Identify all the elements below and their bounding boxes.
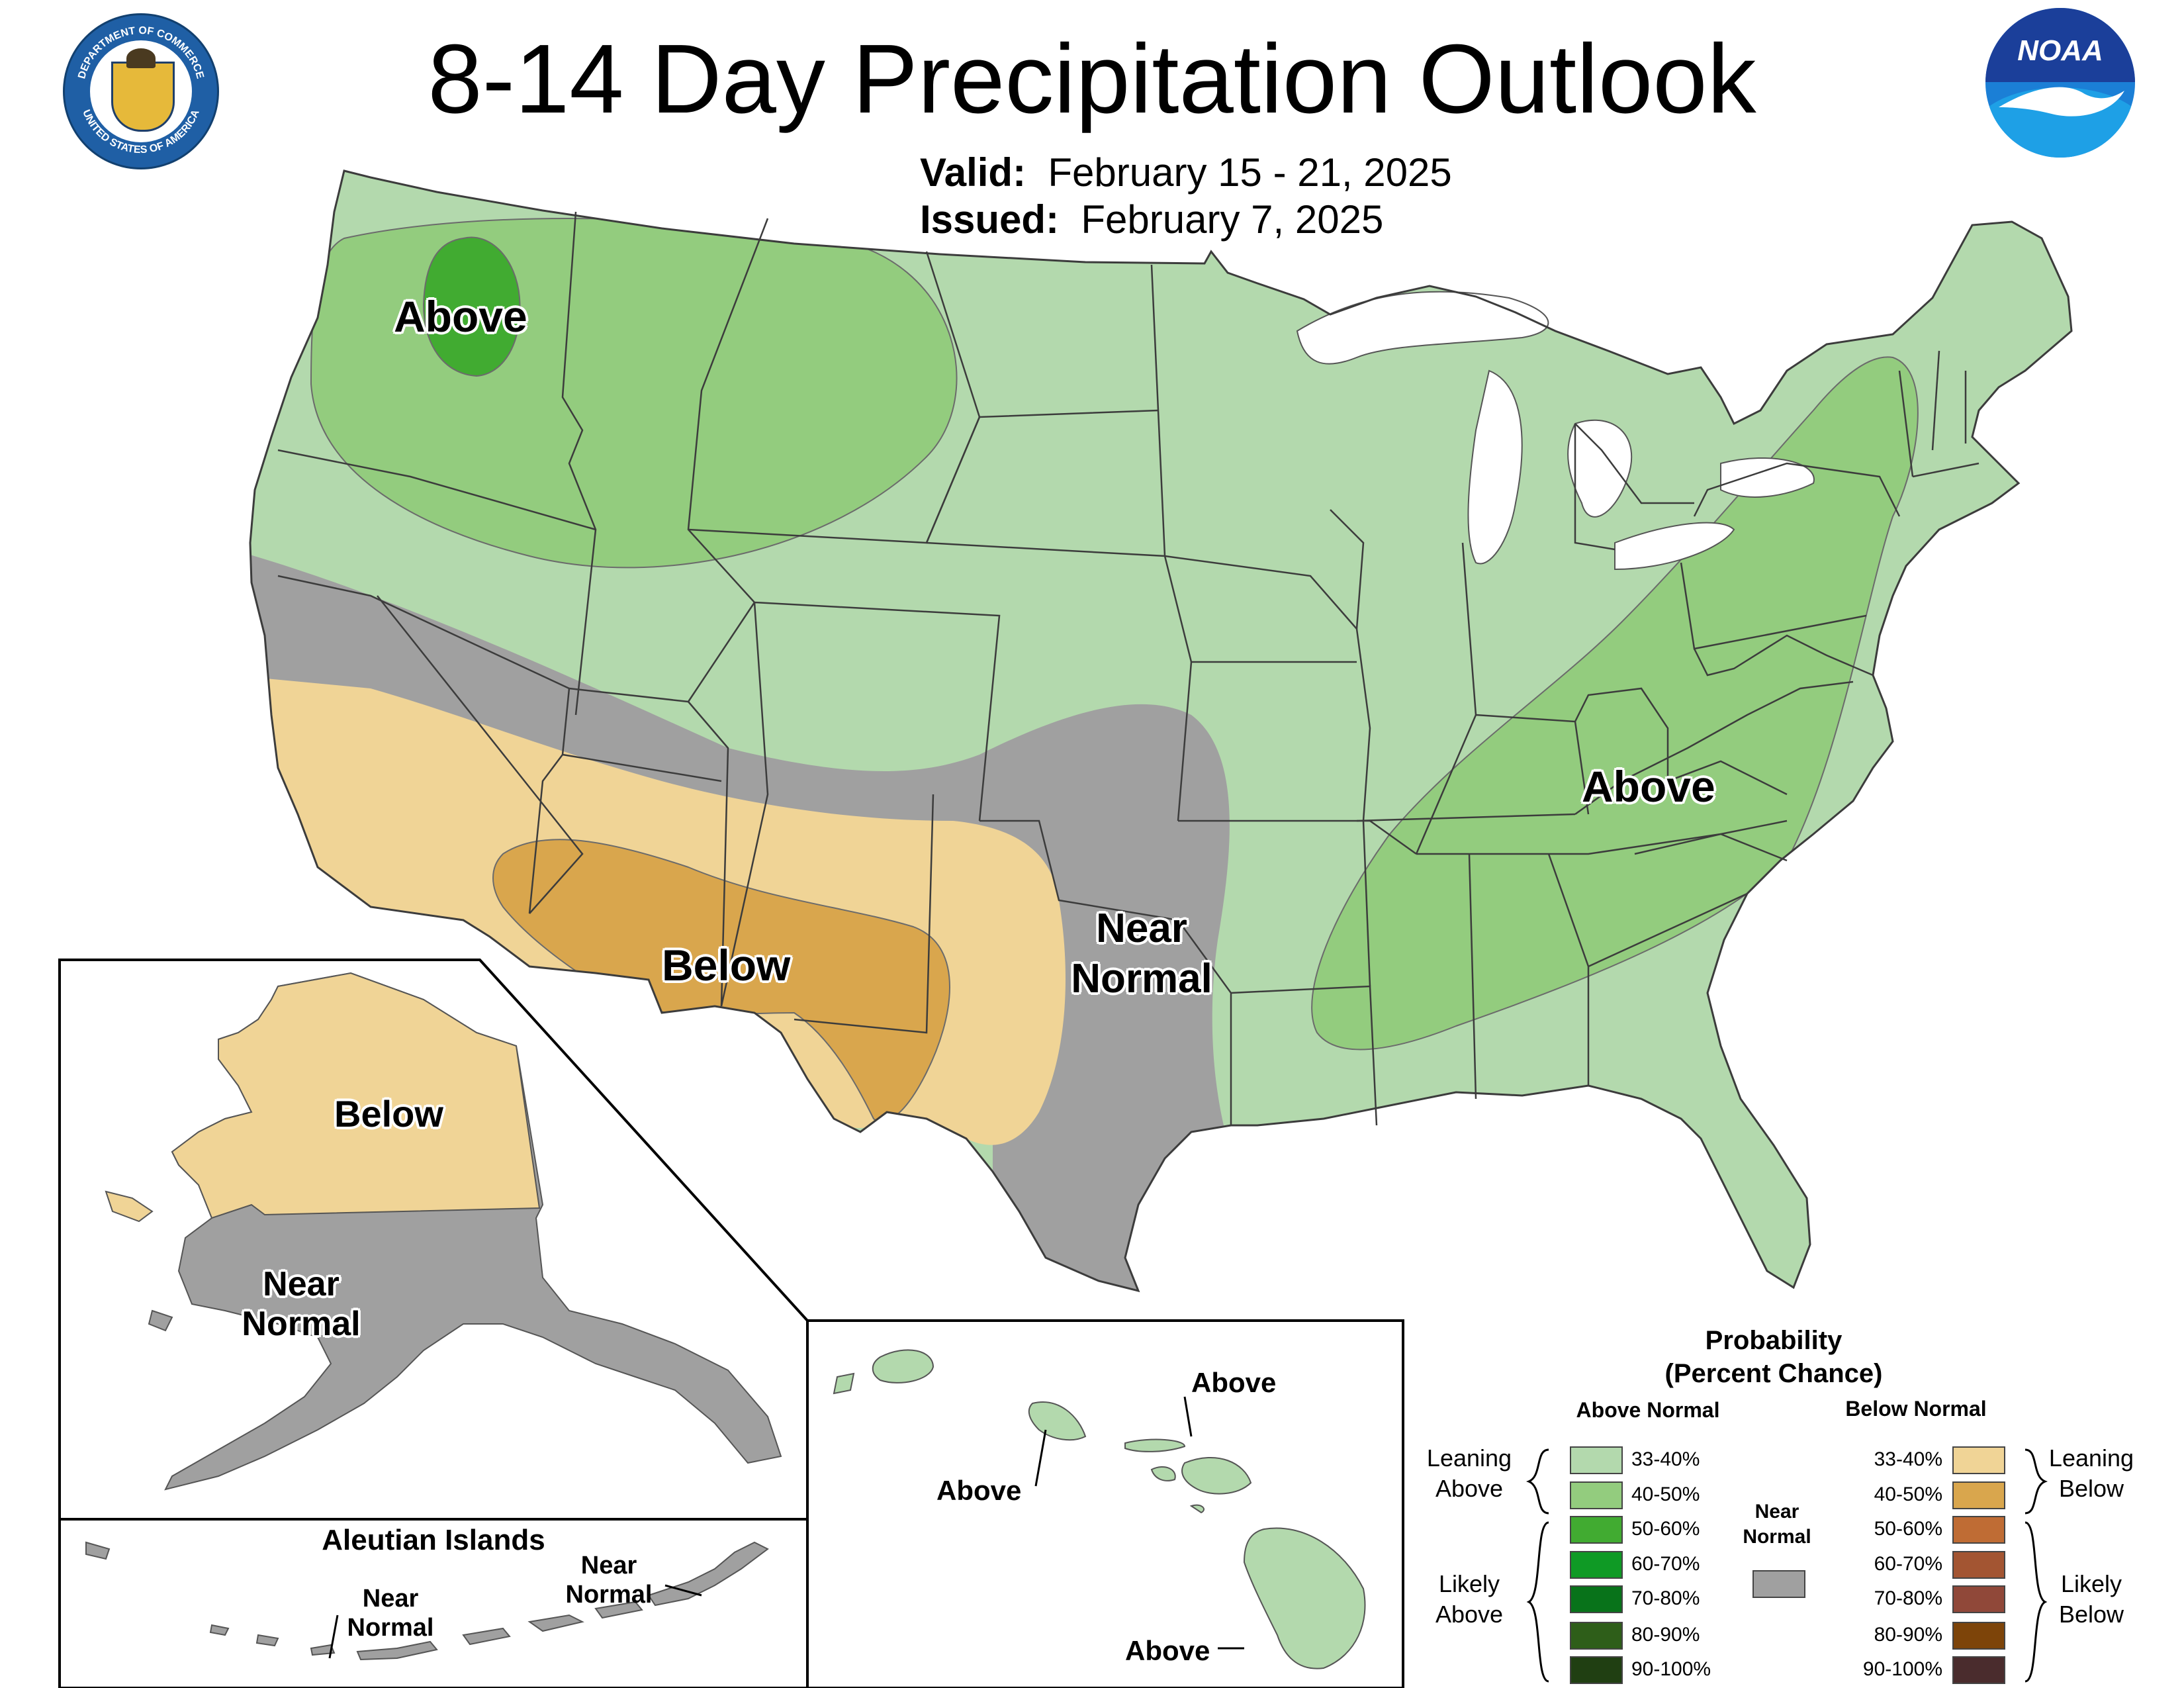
legend-above-swatch [1570, 1446, 1623, 1474]
valid-value: February 15 - 21, 2025 [1048, 150, 1452, 195]
near-normal-line2: Normal [1071, 956, 1212, 1002]
legend-below-range-label: 50-60% [1874, 1518, 1942, 1540]
legend-above-range-label: 50-60% [1631, 1518, 1700, 1540]
page-title: 8-14 Day Precipitation Outlook [428, 24, 1756, 134]
leaning-below-label: Leaning Below [2038, 1443, 2144, 1504]
east-above-label: Above [1582, 762, 1715, 811]
legend-above-range-label: 60-70% [1631, 1553, 1700, 1575]
alaska-below-label: Below [334, 1093, 443, 1135]
leaning-below-line2: Below [2058, 1475, 2124, 1502]
department-of-commerce-seal-icon: DEPARTMENT OF COMMERCE UNITED STATES OF … [63, 13, 219, 169]
legend-below-swatch [1952, 1585, 2005, 1613]
legend-below-swatch [1952, 1446, 2005, 1474]
legend-below-swatch [1952, 1656, 2005, 1684]
legend-title: Probability (Percent Chance) [1416, 1324, 2131, 1390]
leaning-above-line2: Above [1435, 1475, 1504, 1502]
legend-below-range-label: 33-40% [1874, 1448, 1942, 1470]
noaa-logo-icon: NOAA [1985, 8, 2135, 158]
legend-near-normal-label: Near Normal [1734, 1499, 1820, 1550]
issued-label: Issued: [920, 197, 1060, 242]
alaska-near-line2: Normal [242, 1305, 361, 1343]
legend-below-range-label: 60-70% [1874, 1553, 1942, 1575]
hawaii-maui-above-label: Above [1191, 1367, 1277, 1398]
legend-above-swatch [1570, 1481, 1623, 1509]
legend-near-normal-swatch [1752, 1570, 1805, 1598]
legend-above-range-label: 33-40% [1631, 1448, 1700, 1470]
legend-braces [1525, 1448, 2048, 1683]
legend-below-header: Below Normal [1845, 1397, 1987, 1421]
aleutian-east-near-normal-label: Near Normal [556, 1551, 662, 1609]
legend-above-range-label: 70-80% [1631, 1587, 1700, 1609]
alaska-near-line1: Near [263, 1265, 340, 1303]
legend-above-swatch [1570, 1622, 1623, 1650]
northwest-above-label: Above [394, 292, 527, 341]
legend-below-range-label: 40-50% [1874, 1483, 1942, 1505]
leaning-above-label: Leaning Above [1416, 1443, 1522, 1504]
legend-above-range-label: 80-90% [1631, 1624, 1700, 1646]
likely-above-label: Likely Above [1416, 1569, 1522, 1630]
legend-above-swatch [1570, 1551, 1623, 1579]
likely-above-line1: Likely [1438, 1570, 1500, 1597]
legend-below-swatch [1952, 1551, 2005, 1579]
issued-line: Issued: February 7, 2025 [920, 196, 1383, 244]
issued-value: February 7, 2025 [1081, 197, 1384, 242]
aleutian-east-line1: Near [580, 1552, 637, 1579]
legend-above-range-label: 40-50% [1631, 1483, 1700, 1505]
legend-above-swatch [1570, 1585, 1623, 1613]
legend-title-line1: Probability [1705, 1326, 1843, 1355]
southwest-below-label: Below [662, 941, 791, 990]
legend-above-swatch [1570, 1516, 1623, 1544]
likely-below-line2: Below [2058, 1601, 2124, 1628]
legend-above-swatch [1570, 1656, 1623, 1684]
valid-label: Valid: [920, 150, 1026, 195]
likely-below-line1: Likely [2060, 1570, 2122, 1597]
noaa-logo-text: NOAA [2017, 34, 2103, 67]
aleutian-west-line1: Near [362, 1585, 419, 1613]
aleutian-islands-title: Aleutian Islands [322, 1524, 545, 1556]
legend-below-range-label: 80-90% [1874, 1624, 1942, 1646]
legend-below-swatch [1952, 1481, 2005, 1509]
near-normal-line1: Near [1096, 906, 1187, 951]
valid-line: Valid: February 15 - 21, 2025 [920, 149, 1452, 197]
south-central-near-normal-label: Near Normal [1066, 904, 1218, 1004]
aleutian-east-line2: Normal [565, 1581, 653, 1609]
legend-above-range-label: 90-100% [1631, 1658, 1711, 1680]
legend-below-swatch [1952, 1516, 2005, 1544]
hawaii-big-island-above-label: Above [1125, 1635, 1210, 1666]
hawaii-oahu-above-label: Above [936, 1475, 1022, 1506]
aleutian-west-near-normal-label: Near Normal [338, 1584, 443, 1642]
legend-below-swatch [1952, 1622, 2005, 1650]
legend-below-range-label: 70-80% [1874, 1587, 1942, 1609]
leaning-above-line1: Leaning [1426, 1444, 1512, 1472]
legend-above-header: Above Normal [1576, 1398, 1720, 1422]
likely-below-label: Likely Below [2038, 1569, 2144, 1630]
legend: Probability (Percent Chance) Above Norma… [1416, 1324, 2184, 1688]
legend-title-line2: (Percent Chance) [1664, 1359, 1883, 1388]
likely-above-line2: Above [1435, 1601, 1504, 1628]
near-line1: Near [1754, 1501, 1799, 1523]
leaning-below-line1: Leaning [2048, 1444, 2134, 1472]
alaska-near-normal-label: Near Normal [235, 1264, 367, 1344]
legend-below-range-label: 90-100% [1862, 1658, 1942, 1680]
near-line2: Normal [1743, 1526, 1811, 1548]
aleutian-west-line2: Normal [347, 1614, 434, 1642]
